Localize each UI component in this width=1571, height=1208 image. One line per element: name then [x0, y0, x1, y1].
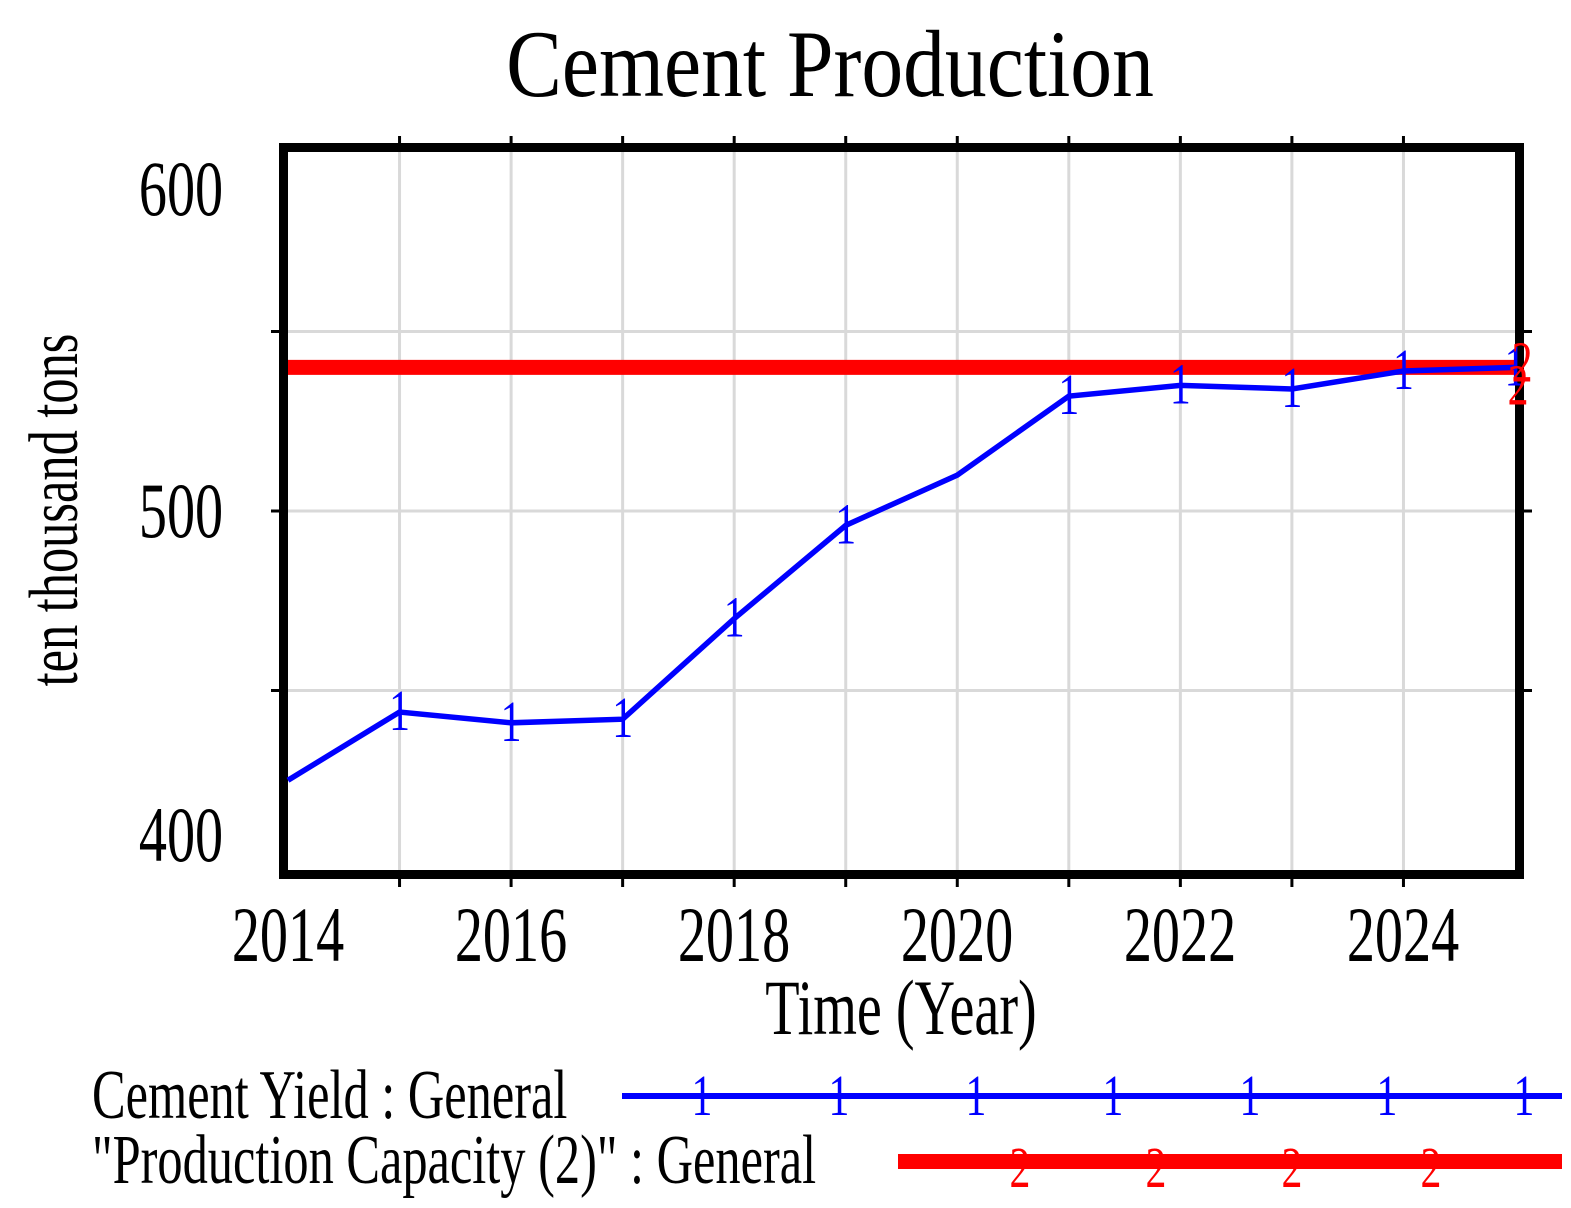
series1-marker: 1	[1281, 355, 1302, 419]
legend-label-cement-yield: Cement Yield : General	[92, 1057, 568, 1134]
legend-marker: 2	[1145, 1135, 1167, 1200]
x-axis-label: Time (Year)	[765, 964, 1037, 1051]
series1-marker: 1	[501, 689, 522, 753]
legend-sample-line	[622, 1093, 1562, 1099]
series1-marker: 1	[1393, 337, 1414, 401]
x-tick-label: 2014	[231, 891, 345, 978]
series1-marker: 1	[835, 492, 856, 556]
series1-marker: 1	[1505, 334, 1526, 398]
legend-marker: 1	[828, 1063, 850, 1128]
series2-marker: 2	[1512, 330, 1533, 394]
series1-marker: 1	[1170, 352, 1191, 416]
y-tick-label: 600	[138, 145, 224, 232]
series1-marker: 1	[724, 585, 745, 649]
legend-marker: 1	[1513, 1063, 1535, 1128]
legend-marker: 2	[1281, 1135, 1303, 1200]
legend-marker: 2	[1420, 1135, 1442, 1200]
y-tick-label: 500	[138, 467, 224, 554]
cement-yield-line	[286, 364, 1516, 783]
legend-label-production-capacity: "Production Capacity (2)" : General	[92, 1122, 817, 1199]
legend-marker: 1	[1102, 1063, 1124, 1128]
x-tick-label: 2018	[678, 891, 791, 978]
chart-title: Cement Production	[506, 11, 1154, 117]
series1-marker: 1	[389, 678, 410, 742]
x-tick-label: 2020	[901, 891, 1014, 978]
x-tick-label: 2022	[1124, 891, 1237, 978]
y-axis-label: ten thousand tons	[16, 333, 93, 687]
series1-marker: 1	[612, 686, 633, 750]
series1-marker: 1	[1058, 362, 1079, 426]
x-tick-label: 2024	[1347, 891, 1460, 978]
series2-marker: 2	[1508, 353, 1529, 417]
legend-marker: 2	[1009, 1135, 1031, 1200]
legend-marker: 1	[1376, 1063, 1398, 1128]
legend-marker: 1	[1239, 1063, 1261, 1128]
legend-marker: 1	[965, 1063, 987, 1128]
legend-marker: 1	[691, 1063, 713, 1128]
y-tick-label: 400	[138, 791, 224, 878]
legend-sample-line	[898, 1153, 1562, 1169]
x-tick-label: 2016	[454, 891, 568, 978]
